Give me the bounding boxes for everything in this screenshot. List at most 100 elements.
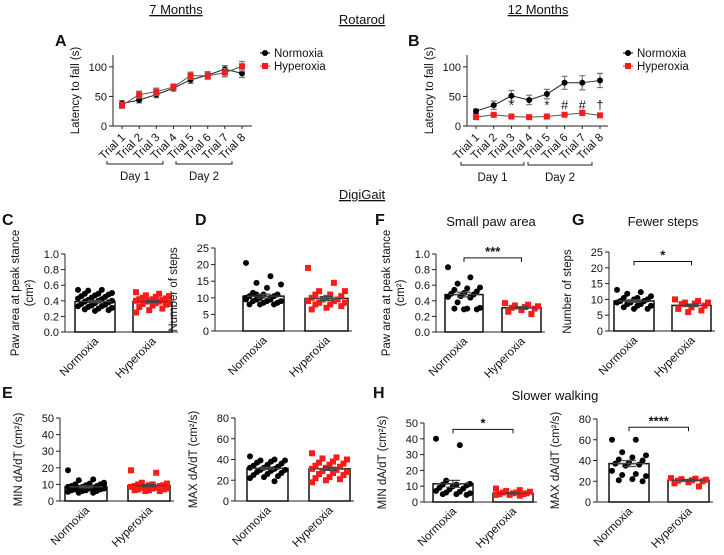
series-hyperoxia xyxy=(119,60,245,109)
chart-F: F Small paw area 0.0 0.2 0.4 0.6 0.8 1.0 Paw are… xyxy=(375,212,545,381)
data-point xyxy=(327,301,334,308)
data-point xyxy=(247,475,253,482)
data-point xyxy=(643,473,649,480)
data-point xyxy=(619,472,626,479)
data-point xyxy=(526,96,533,103)
data-point xyxy=(681,299,688,306)
data-point xyxy=(597,77,603,84)
data-point xyxy=(136,304,143,311)
data-point xyxy=(65,488,71,495)
data-point xyxy=(187,72,194,79)
y-tick-label: 0 xyxy=(48,496,54,508)
data-point xyxy=(528,311,535,318)
data-point xyxy=(463,491,470,498)
data-point xyxy=(271,478,278,485)
data-point xyxy=(330,279,337,286)
y-tick-label: 0.4 xyxy=(415,296,430,308)
data-point xyxy=(614,286,620,293)
data-point xyxy=(90,476,97,483)
data-point xyxy=(615,456,622,463)
data-point xyxy=(688,304,695,311)
data-point xyxy=(170,83,177,90)
y-tick-label: 60 xyxy=(579,435,591,447)
data-point xyxy=(631,305,637,312)
error-bar xyxy=(251,466,284,471)
data-point xyxy=(685,479,692,486)
data-point xyxy=(695,297,702,304)
y-tick-label: 0 xyxy=(203,326,209,338)
data-point xyxy=(305,298,311,305)
data-point xyxy=(508,92,515,99)
data-point xyxy=(454,280,461,287)
significance-mark: * xyxy=(509,97,514,112)
y-tick-label: 0 xyxy=(597,326,603,338)
error-bar xyxy=(506,306,537,310)
data-point xyxy=(92,307,98,314)
error-bar xyxy=(618,299,650,303)
data-point xyxy=(309,450,315,457)
y-tick-label: 1.0 xyxy=(415,249,430,261)
data-point xyxy=(128,467,134,474)
data-point xyxy=(159,297,166,304)
data-point xyxy=(166,299,172,306)
data-point xyxy=(473,108,479,115)
y-tick-label: 0 xyxy=(412,497,418,509)
data-point xyxy=(516,487,523,494)
panel-letter: D xyxy=(195,212,207,229)
data-point xyxy=(98,286,105,293)
data-point xyxy=(496,491,503,498)
data-point xyxy=(119,102,125,109)
data-point xyxy=(135,481,142,488)
y-tick-label: 0.0 xyxy=(415,327,430,339)
data-point xyxy=(75,295,81,302)
data-point xyxy=(526,114,533,121)
data-point xyxy=(639,478,646,485)
panel-letter: B xyxy=(408,33,420,50)
significance-label: * xyxy=(480,415,486,430)
x-tick-label: Normoxia xyxy=(592,505,636,549)
legend-label: Hyperoxia xyxy=(274,61,326,73)
x-tick-label: Hyperoxia xyxy=(114,335,160,381)
series-hyperoxia xyxy=(473,109,603,121)
data-point xyxy=(221,69,228,76)
y-tick-label: 0.6 xyxy=(44,280,59,292)
y-axis-label: Number of steps xyxy=(168,247,180,332)
data-point xyxy=(337,463,343,470)
data-point xyxy=(467,294,474,301)
legend-label: Normoxia xyxy=(637,48,687,60)
y-tick-label: 25 xyxy=(197,243,209,255)
data-point xyxy=(149,302,156,309)
error-bar xyxy=(672,478,705,482)
heading-digigait: DigiGait xyxy=(339,187,386,202)
y-tick-label: 20 xyxy=(197,260,209,272)
data-point xyxy=(518,307,525,314)
data-point xyxy=(672,296,678,303)
data-point xyxy=(152,300,159,307)
data-point xyxy=(629,454,636,461)
y-tick-label: 100 xyxy=(443,62,461,74)
significance-bracket xyxy=(633,260,692,266)
panel-letter: H xyxy=(373,385,385,402)
data-point xyxy=(624,290,631,297)
chart-D: D 0 5 10 15 20 25 Number of steps Normoxia Hypero… xyxy=(168,212,352,380)
data-point xyxy=(142,488,149,495)
data-point xyxy=(278,281,284,288)
data-point xyxy=(253,279,260,286)
x-tick-label: Hyperoxia xyxy=(650,505,696,551)
data-point xyxy=(692,475,699,482)
data-point xyxy=(609,467,615,474)
error-bar xyxy=(132,483,166,488)
y-tick-label: 0.6 xyxy=(415,280,430,292)
y-tick-label: 50 xyxy=(42,413,54,425)
y-tick-label: 30 xyxy=(406,450,418,462)
data-point xyxy=(257,301,263,308)
data-point xyxy=(153,469,160,476)
x-tick-label: Normoxia xyxy=(58,335,102,379)
data-point xyxy=(678,301,685,308)
y-axis-label: MIN dA/dT (cm²/s) xyxy=(13,412,25,506)
y-tick-label: 40 xyxy=(406,434,418,446)
x-tick-label: Hyperoxia xyxy=(653,334,699,380)
y-tick-label: 40 xyxy=(579,456,591,468)
day-bracket xyxy=(527,162,593,166)
